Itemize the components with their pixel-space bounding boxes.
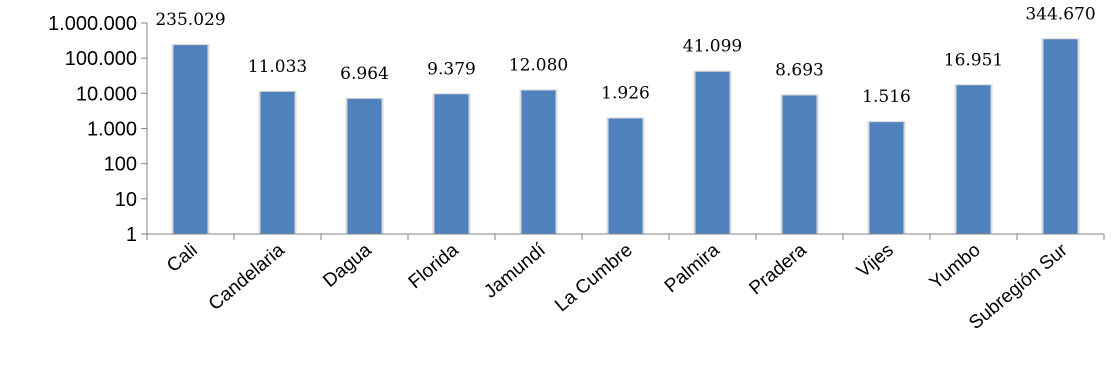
- x-tick-label: Yumbo: [926, 240, 985, 294]
- data-label: 41.099: [683, 37, 742, 57]
- x-tick-label: Vijes: [853, 240, 898, 282]
- data-label: 235.029: [155, 10, 225, 30]
- y-tick-label: 10.000: [76, 83, 137, 105]
- bar-subregión-sur: [1043, 39, 1078, 235]
- y-tick-label: 100: [104, 154, 137, 176]
- data-label: 9.379: [427, 59, 476, 79]
- data-label: 8.693: [775, 60, 824, 80]
- x-tick-label: Pradera: [745, 239, 811, 299]
- data-label: 1.516: [862, 87, 911, 107]
- y-tick-label: 10: [115, 189, 137, 211]
- bar-dagua: [347, 98, 382, 234]
- x-tick-label: La Cumbre: [551, 240, 637, 317]
- data-label: 12.080: [509, 55, 568, 75]
- bar-florida: [434, 94, 469, 234]
- bar-jamundí: [521, 90, 556, 234]
- data-label: 11.033: [248, 57, 307, 77]
- x-tick-label: Dagua: [319, 239, 376, 291]
- bar-palmira: [695, 71, 730, 234]
- y-tick-label: 100.000: [65, 48, 137, 70]
- bar-pradera: [782, 95, 817, 234]
- bars: [171, 38, 1080, 235]
- bar-vijes: [869, 122, 904, 234]
- x-tick-label: Palmira: [661, 239, 724, 297]
- y-tick-label: 1: [126, 224, 137, 246]
- bar-cali: [173, 45, 208, 234]
- data-labels: 235.029 11.033 6.964 9.379 12.080 1.926 41.099…: [155, 4, 1095, 107]
- x-axis: Cali Candelaria Dagua Florida Jamundí La Cumb…: [146, 233, 1105, 334]
- data-label: 16.951: [944, 50, 1003, 70]
- x-tick-label: Jamundí: [480, 239, 550, 302]
- y-axis: 1 10 100 1.000 10.000 100.000 1.000.000: [48, 13, 148, 246]
- data-label: 6.964: [340, 64, 389, 84]
- x-tick-label: Candelaria: [205, 239, 289, 314]
- data-label: 1.926: [601, 83, 650, 103]
- data-label: 344.670: [1025, 4, 1095, 24]
- x-tick-label: Cali: [163, 240, 202, 277]
- y-tick-label: 1.000.000: [48, 13, 137, 35]
- y-tick-label: 1.000: [87, 119, 137, 141]
- bar-yumbo: [956, 85, 991, 234]
- bar-candelaria: [260, 91, 295, 234]
- x-tick-label: Florida: [405, 239, 463, 293]
- bar-la-cumbre: [608, 118, 643, 234]
